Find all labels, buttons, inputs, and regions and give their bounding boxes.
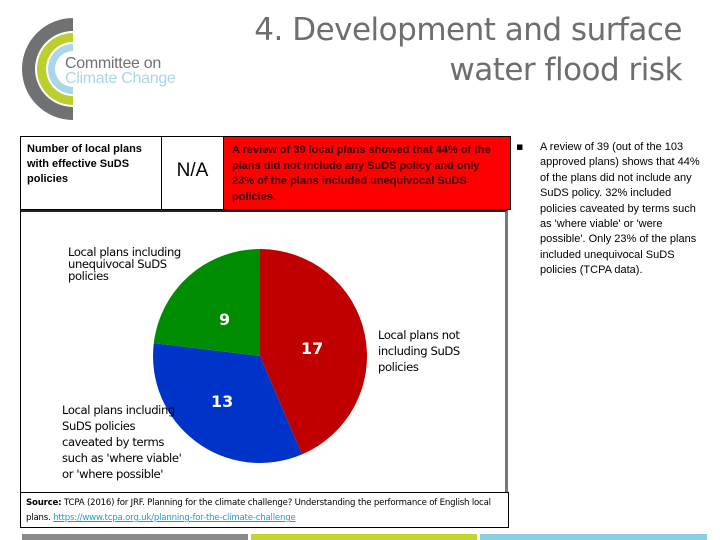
page-title: 4. Development and surface water flood r… [254, 10, 682, 90]
pie-chart [153, 249, 368, 463]
category-label-blue: Local plans including SuDS policies cave… [62, 403, 182, 481]
footer-bar-green [251, 534, 477, 540]
value-label-green: 9 [219, 310, 231, 329]
bullet-text: A review of 39 (out of the 103 approved … [540, 141, 700, 277]
logo-arcs-icon [22, 18, 73, 120]
pie-chart-panel: 9 17 13 Local plans including unequivoca… [20, 210, 508, 493]
pie-slice-caveated [153, 343, 302, 463]
indicator-value: N/A [162, 137, 224, 209]
ccc-logo: Committee on Climate Change [18, 14, 198, 124]
bullet-icon: ▪ [516, 140, 524, 153]
assessment-text: A review of 39 local plans showed that 4… [224, 137, 510, 209]
source-label: Source: [26, 498, 62, 508]
source-link[interactable]: https://www.tcpa.org.uk/planning-for-the… [53, 513, 296, 523]
footer-bar-gray [22, 534, 248, 540]
title-line-1: 4. Development and surface [254, 12, 682, 48]
source-note: Source: TCPA (2016) for JRF. Planning fo… [20, 492, 509, 528]
indicator-label: Number of local plans with effective SuD… [21, 137, 162, 209]
pie-slice-not-including [260, 249, 368, 455]
category-label-red: Local plans not including SuDS policies [378, 328, 460, 374]
indicator-table: Number of local plans with effective SuD… [20, 136, 511, 210]
category-label-green: Local plans including unequivocal SuDS p… [68, 245, 181, 283]
source-text: TCPA (2016) for JRF. Planning for the cl… [26, 498, 491, 523]
value-label-red: 17 [301, 339, 324, 358]
title-line-2: water flood risk [449, 52, 682, 88]
value-label-blue: 13 [211, 392, 234, 411]
pie-slice-unequivocal [153, 249, 260, 356]
logo-line-1: Committee on [65, 55, 161, 72]
logo-line-2: Climate Change [65, 70, 176, 87]
footer-bar-blue [480, 534, 707, 540]
